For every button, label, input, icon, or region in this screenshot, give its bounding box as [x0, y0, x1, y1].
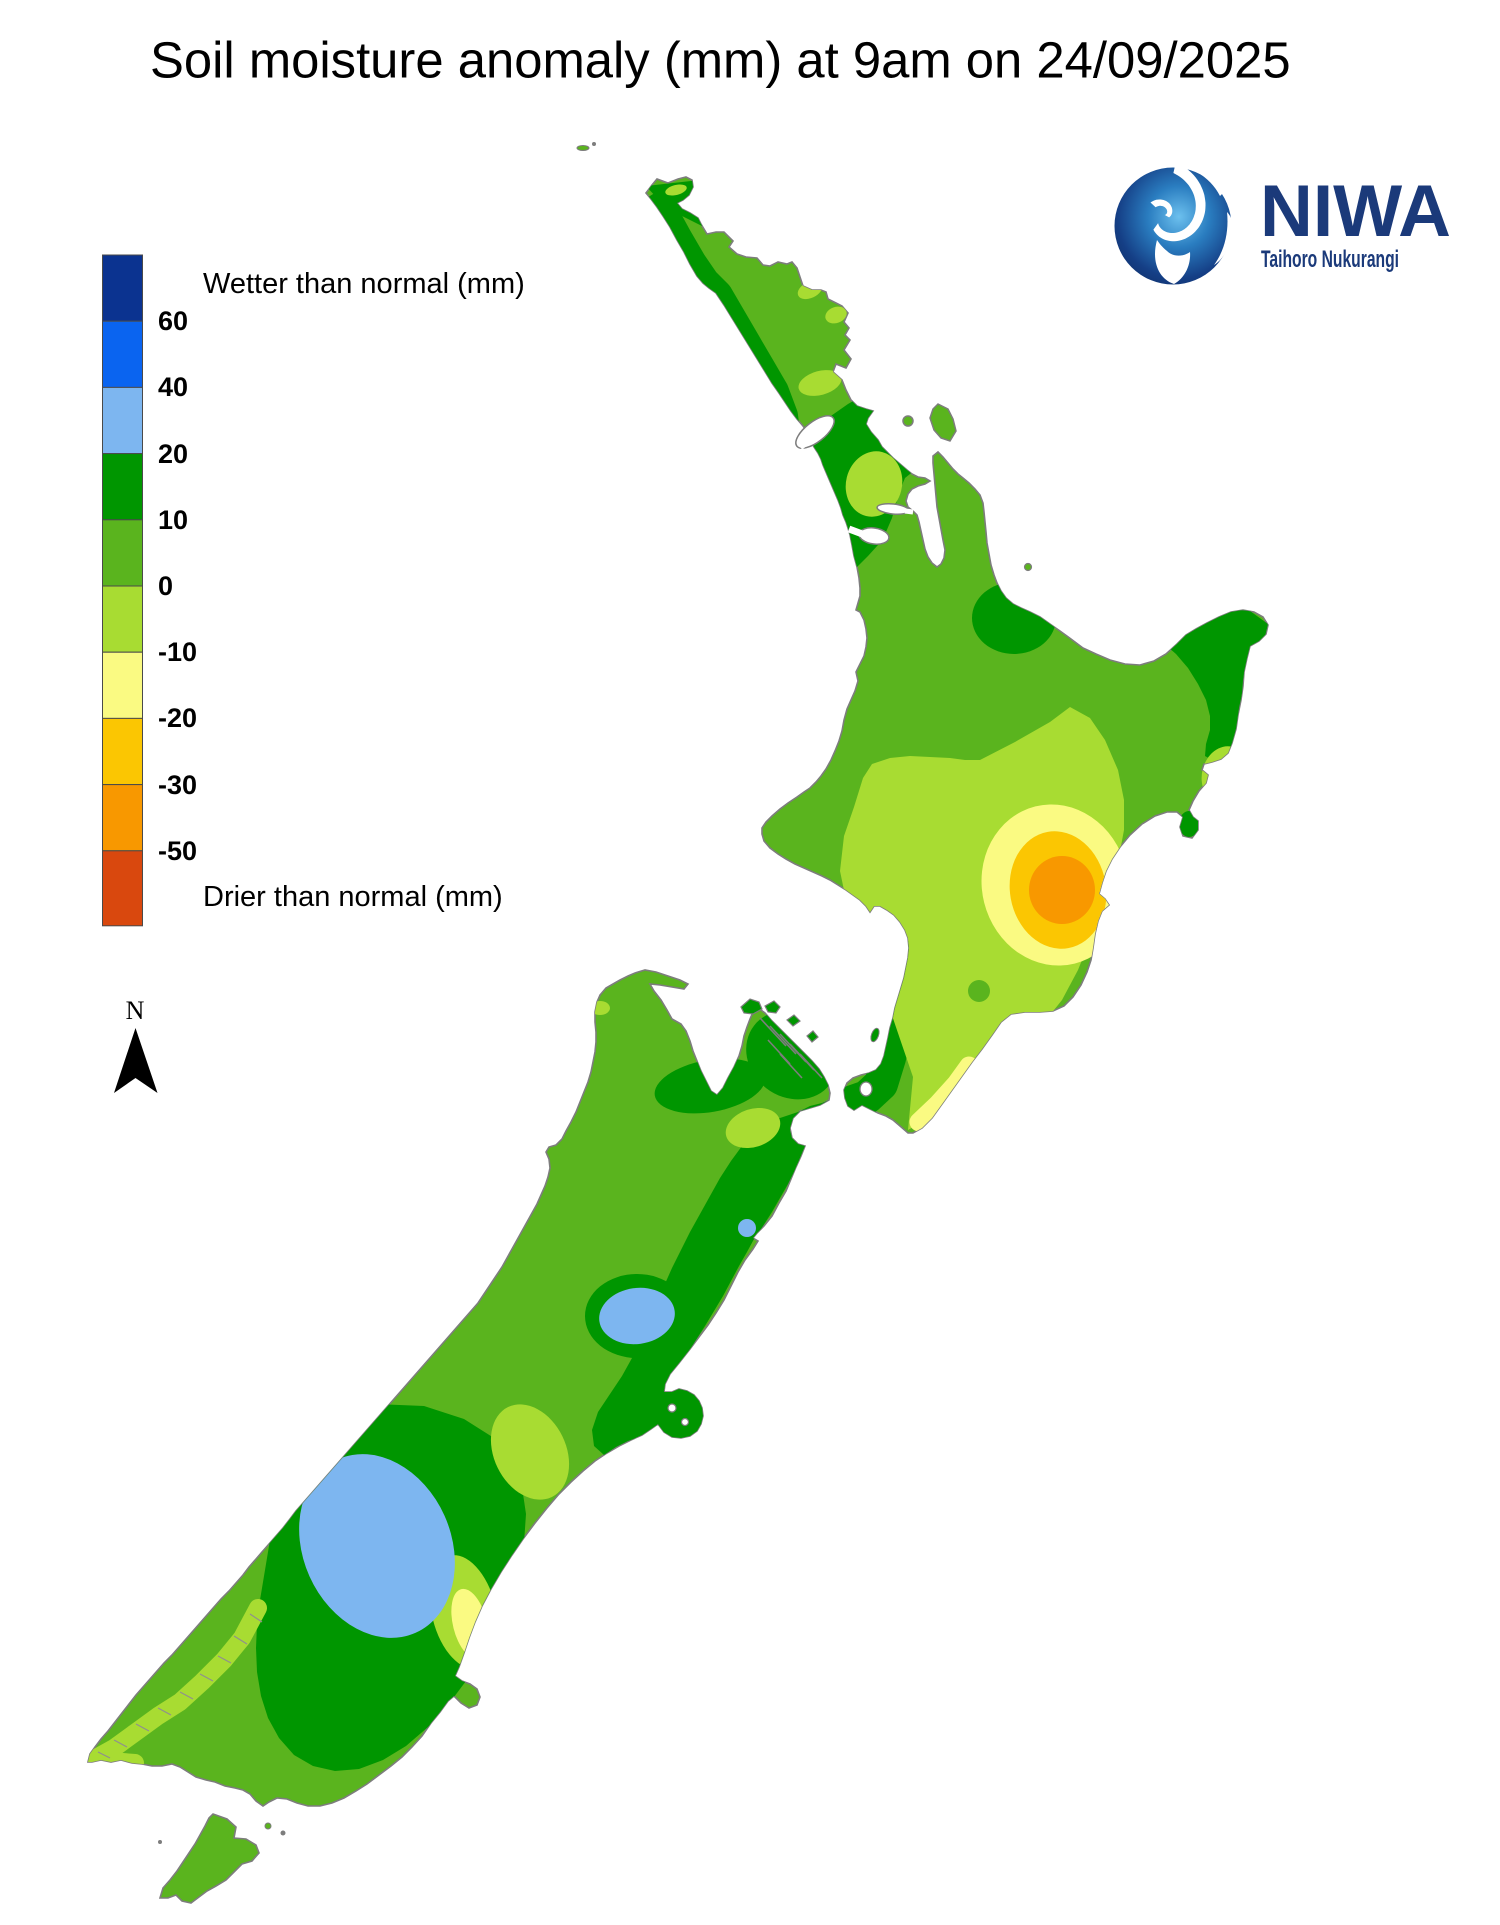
svg-text:N: N	[126, 996, 145, 1025]
svg-text:Drier than normal (mm): Drier than normal (mm)	[203, 881, 503, 913]
svg-text:40: 40	[158, 372, 188, 402]
svg-text:-10: -10	[158, 637, 197, 667]
svg-text:NIWA: NIWA	[1260, 171, 1451, 252]
svg-text:10: 10	[158, 505, 188, 535]
svg-text:60: 60	[158, 306, 188, 336]
svg-text:0: 0	[158, 571, 173, 601]
svg-text:Wetter than normal (mm): Wetter than normal (mm)	[203, 268, 525, 300]
svg-text:-30: -30	[158, 770, 197, 800]
svg-text:-20: -20	[158, 703, 197, 733]
svg-text:20: 20	[158, 439, 188, 469]
svg-text:Soil moisture anomaly (mm) at: Soil moisture anomaly (mm) at 9am on 24/…	[150, 32, 1291, 89]
svg-text:Taihoro Nukurangi: Taihoro Nukurangi	[1261, 246, 1399, 273]
svg-text:-50: -50	[158, 836, 197, 866]
